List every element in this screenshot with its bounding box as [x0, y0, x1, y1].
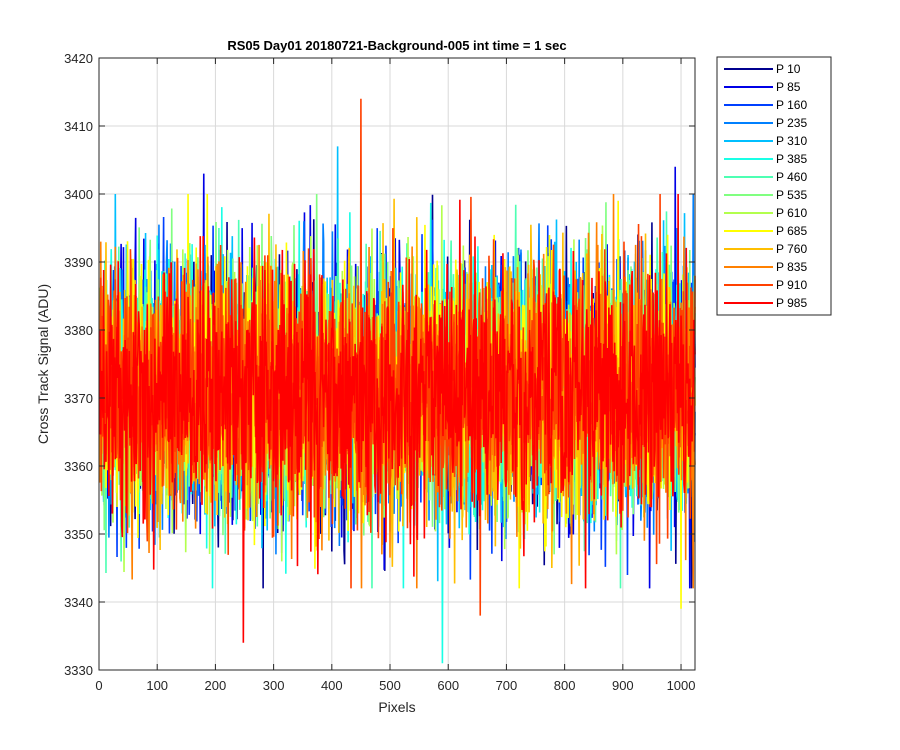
legend: P 10 P 85 P 160 P 235 P 310 P 385 P 460 P 535 P … [716, 56, 832, 316]
y-tick-label: 3360 [64, 459, 93, 474]
legend-entry: P 610 [776, 206, 807, 220]
y-axis-label: Cross Track Signal (ADU) [35, 284, 51, 444]
legend-entry: P 385 [776, 152, 807, 166]
y-tick-label: 3390 [64, 255, 93, 270]
legend-entry: P 235 [776, 116, 807, 130]
x-tick-label: 0 [95, 678, 102, 693]
y-tick-label: 3400 [64, 187, 93, 202]
y-tick-label: 3350 [64, 527, 93, 542]
legend-entry: P 310 [776, 134, 807, 148]
plot-border [98, 57, 696, 671]
legend-entry: P 760 [776, 242, 807, 256]
x-tick-label: 300 [263, 678, 285, 693]
x-tick-label: 700 [496, 678, 518, 693]
legend-entry: P 835 [776, 260, 807, 274]
x-tick-label: 200 [205, 678, 227, 693]
x-tick-label: 1000 [667, 678, 696, 693]
legend-entry: P 910 [776, 278, 807, 292]
x-tick-label: 100 [146, 678, 168, 693]
y-tick-label: 3420 [64, 51, 93, 66]
y-tick-label: 3370 [64, 391, 93, 406]
x-tick-label: 500 [379, 678, 401, 693]
series-group [98, 98, 696, 664]
legend-entry: P 460 [776, 170, 807, 184]
legend-entry: P 160 [776, 98, 807, 112]
series-line-p985 [98, 193, 696, 643]
legend-entry: P 85 [776, 80, 801, 94]
ticks: 0 100 200 300 400 500 600 700 800 900 1000 3330 3340… [64, 51, 695, 693]
x-tick-label: 600 [437, 678, 459, 693]
legend-entry: P 535 [776, 188, 807, 202]
y-tick-label: 3380 [64, 323, 93, 338]
x-tick-label: 800 [554, 678, 576, 693]
x-tick-label: 900 [612, 678, 634, 693]
y-tick-label: 3340 [64, 595, 93, 610]
x-axis-label: Pixels [378, 699, 415, 715]
legend-entry: P 985 [776, 296, 807, 310]
legend-box [716, 56, 832, 316]
legend-entry: P 10 [776, 62, 801, 76]
legend-entry: P 685 [776, 224, 807, 238]
chart-title: RS05 Day01 20180721-Background-005 int t… [227, 38, 566, 53]
y-tick-label: 3410 [64, 119, 93, 134]
x-tick-label: 400 [321, 678, 343, 693]
y-tick-label: 3330 [64, 663, 93, 678]
